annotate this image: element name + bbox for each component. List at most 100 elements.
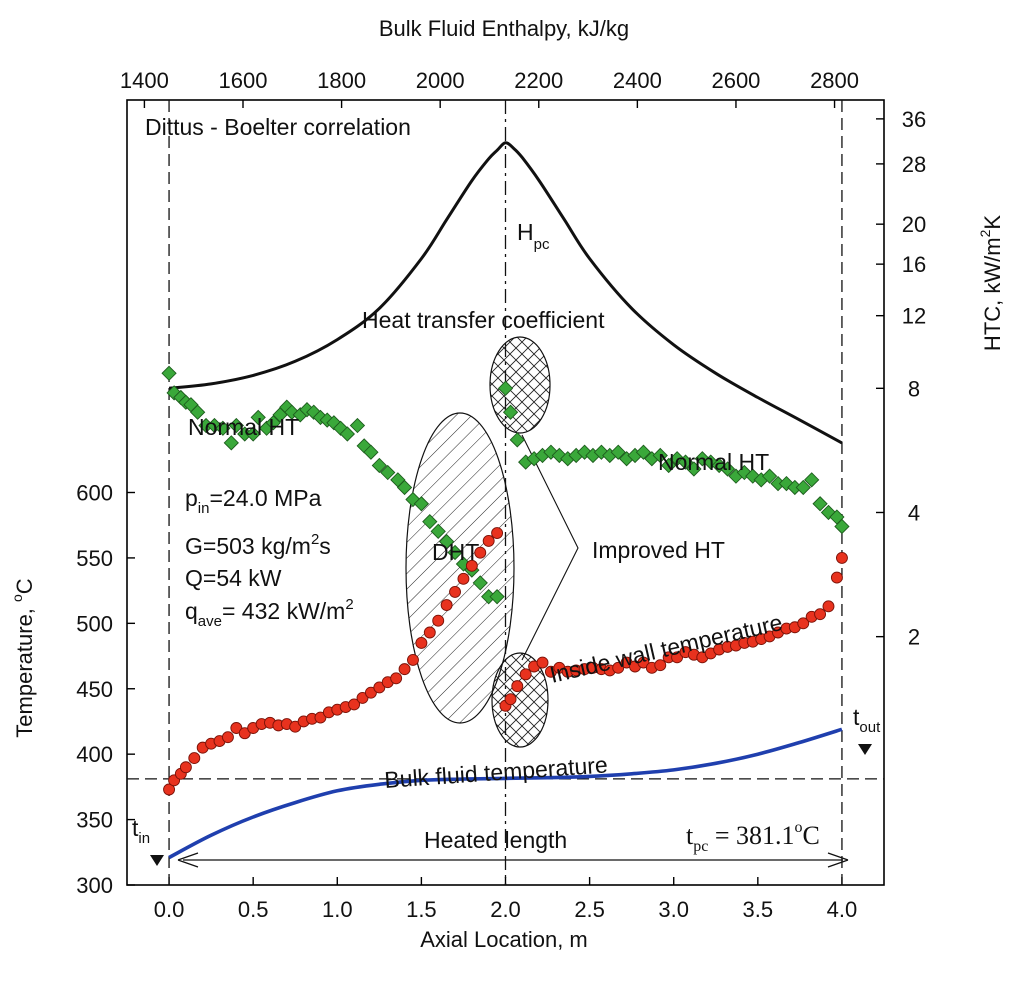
y-right-title-unit: K bbox=[980, 215, 1005, 230]
htc-label: Heat transfer coefficient bbox=[362, 307, 605, 333]
y-right-axis-ticks: 2 4 8 12 16 20 28 36 bbox=[876, 107, 926, 650]
wall-temperature-point bbox=[221, 731, 234, 744]
bulk-fluid-temperature-line bbox=[168, 727, 843, 860]
htc-point bbox=[509, 432, 525, 448]
wall-temperature-point bbox=[398, 663, 411, 676]
tin-label: tin bbox=[132, 815, 150, 847]
htc-point bbox=[413, 496, 430, 512]
pin-sub: in bbox=[198, 500, 210, 517]
wall-temperature-point bbox=[364, 686, 377, 699]
wall-temperature-point bbox=[373, 681, 386, 694]
y-left-tick-label: 450 bbox=[76, 677, 113, 702]
top-tick-label: 2000 bbox=[416, 68, 465, 93]
wall-temperature-point bbox=[449, 585, 461, 598]
htc-point bbox=[795, 479, 811, 496]
wall-temperature-point bbox=[432, 614, 445, 627]
htc-point bbox=[438, 533, 455, 550]
tin-sub: in bbox=[138, 830, 150, 847]
wall-temperature-point bbox=[519, 668, 532, 681]
g-main: G=503 kg/m bbox=[185, 533, 311, 559]
pin-label: pin=24.0 MPa bbox=[185, 485, 322, 517]
wall-temperature-points bbox=[163, 527, 848, 796]
y-right-tick-label: 12 bbox=[902, 304, 926, 329]
y-left-tick-label: 350 bbox=[76, 808, 113, 833]
wall-temperature-point bbox=[536, 656, 549, 669]
wall-temperature-point bbox=[423, 626, 436, 639]
top-axis-ticks: 1400 1600 1800 2000 2200 2400 2600 2800 bbox=[120, 68, 859, 108]
wall-temperature-point bbox=[612, 661, 625, 674]
wall-temperature-point bbox=[238, 727, 251, 740]
wall-temperature-point bbox=[230, 722, 243, 734]
hpc-main: H bbox=[517, 219, 534, 245]
wall-temperature-point bbox=[637, 656, 650, 669]
wall-temperature-point bbox=[356, 691, 369, 704]
y-right-tick-label: 28 bbox=[902, 152, 926, 177]
hpc-sub: pc bbox=[534, 236, 550, 253]
htc-point bbox=[422, 514, 438, 530]
tout-sub: out bbox=[859, 719, 881, 736]
tout-marker bbox=[858, 744, 872, 755]
wall-temperature-point bbox=[504, 693, 517, 706]
htc-point bbox=[371, 457, 387, 474]
pin-main: p bbox=[185, 485, 198, 511]
htc-point bbox=[380, 464, 396, 481]
htc-point bbox=[677, 454, 694, 470]
wall-temperature-point bbox=[814, 608, 827, 621]
htc-point bbox=[349, 417, 366, 434]
series-lines bbox=[168, 141, 843, 860]
wall-temperature-point bbox=[822, 600, 835, 613]
y-right-tick-label: 4 bbox=[908, 500, 920, 525]
y-left-tick-label: 550 bbox=[76, 546, 113, 571]
x-tick-label: 2.0 bbox=[490, 897, 521, 922]
x-tick-label: 3.5 bbox=[743, 897, 774, 922]
tpc-label: tpc = 381.1oC bbox=[686, 819, 820, 855]
top-axis-title: Bulk Fluid Enthalpy, kJ/kg bbox=[379, 16, 629, 41]
wall-temperature-point bbox=[407, 654, 419, 666]
x-tick-label: 1.0 bbox=[322, 897, 353, 922]
top-tick-label: 1600 bbox=[219, 68, 268, 93]
improved-ht-region-lower bbox=[491, 652, 549, 748]
tpc-value: = 381.1 bbox=[708, 821, 794, 850]
tin-marker bbox=[150, 855, 164, 866]
hpc-label: Hpc bbox=[517, 219, 550, 253]
normal-ht-right-label: Normal HT bbox=[658, 449, 769, 475]
dittus-boelter-label: Dittus - Boelter correlation bbox=[145, 114, 411, 140]
htc-point bbox=[703, 454, 719, 470]
wall-temperature-point bbox=[457, 572, 470, 585]
htc-point bbox=[502, 404, 519, 420]
y-right-tick-label: 36 bbox=[902, 107, 926, 132]
wall-temperature-point bbox=[314, 711, 327, 724]
improved-ht-label: Improved HT bbox=[592, 537, 725, 563]
htc-point bbox=[661, 457, 677, 474]
wall-temperature-point bbox=[482, 534, 495, 547]
htc-point bbox=[834, 518, 850, 535]
htc-point bbox=[161, 365, 177, 381]
y-right-axis-title: HTC, kW/m2K bbox=[977, 215, 1005, 351]
x-axis-title: Axial Location, m bbox=[420, 927, 588, 952]
htc-point bbox=[719, 461, 736, 477]
x-tick-label: 4.0 bbox=[827, 897, 858, 922]
htc-point bbox=[812, 496, 828, 512]
wall-temperature-point bbox=[188, 752, 201, 765]
g-label: G=503 kg/m2s bbox=[185, 531, 331, 559]
wall-temperature-point bbox=[654, 659, 667, 672]
dittus-boelter-htc-line bbox=[168, 141, 843, 445]
top-tick-label: 2200 bbox=[514, 68, 563, 93]
wall-temperature-point bbox=[830, 571, 843, 584]
y-right-tick-label: 2 bbox=[908, 625, 920, 650]
htc-point bbox=[761, 468, 778, 484]
htc-point bbox=[190, 404, 206, 420]
wall-temperature-point bbox=[390, 672, 403, 685]
wall-temperature-point bbox=[835, 551, 848, 564]
tpc-sub: pc bbox=[693, 838, 708, 855]
htc-point bbox=[206, 417, 223, 434]
htc-point bbox=[820, 504, 837, 521]
dht-label: DHT bbox=[432, 539, 479, 565]
htc-point bbox=[652, 447, 668, 464]
normal-ht-left-label: Normal HT bbox=[188, 414, 299, 440]
htc-point bbox=[430, 523, 446, 539]
y-left-axis-title: Temperature, oC bbox=[9, 578, 37, 738]
x-tick-label: 2.5 bbox=[574, 897, 605, 922]
htc-point bbox=[250, 409, 266, 426]
y-left-tick-label: 500 bbox=[76, 611, 113, 636]
